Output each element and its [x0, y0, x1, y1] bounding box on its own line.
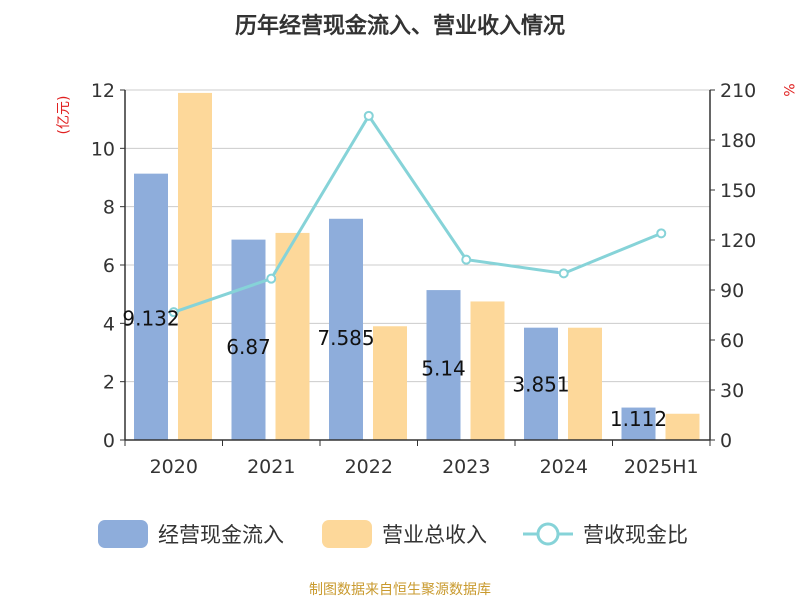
gridlines: [125, 89, 710, 383]
right-tick-label: 210: [720, 80, 756, 102]
left-axis-unit: (亿元): [56, 96, 72, 135]
right-tick-label: 180: [720, 130, 756, 152]
ratio-point: [168, 307, 179, 318]
right-tick-label: 30: [720, 380, 744, 402]
left-tick-label: 10: [91, 138, 115, 160]
ratio-point: [558, 268, 569, 279]
bar-revenue: [665, 413, 700, 440]
bar-cash-inflow: [329, 218, 363, 440]
left-tick-label: 6: [103, 255, 115, 277]
left-tick-label: 0: [103, 430, 115, 452]
data-label-cash-inflow: 3.851: [512, 373, 569, 397]
right-tick-label: 90: [720, 280, 744, 302]
axes: [120, 89, 715, 446]
bar-revenue: [373, 326, 407, 440]
ratio-point: [363, 110, 374, 121]
ratio-series-line: [173, 113, 662, 314]
right-axis-unit: %: [780, 83, 796, 96]
legend-label-ratio: 营收现金比: [583, 523, 688, 547]
right-tick-label: 120: [720, 230, 756, 252]
bar-revenue: [275, 232, 310, 440]
data-label-cash-inflow: 6.87: [226, 335, 271, 359]
legend-label-cash-inflow: 经营现金流入: [158, 523, 284, 547]
legend-marker-ratio: [536, 522, 560, 546]
x-tick-label: 2022: [345, 456, 393, 478]
source-note: 制图数据来自恒生聚源数据库: [309, 582, 491, 598]
bar-revenue: [178, 92, 212, 441]
data-label-cash-inflow: 7.585: [317, 326, 374, 350]
left-tick-label: 8: [103, 197, 115, 219]
data-label-cash-inflow: 5.14: [421, 357, 466, 381]
legend: 经营现金流入 营业总收入 营收现金比: [98, 520, 688, 548]
bar-cash-inflow: [426, 290, 461, 440]
ratio-point: [656, 228, 667, 239]
ratio-point: [461, 254, 472, 265]
left-tick-label: 2: [103, 372, 115, 394]
data-label-cash-inflow: 1.112: [610, 407, 667, 431]
x-tick-label: 2024: [540, 456, 588, 478]
x-tick-label: 2020: [150, 456, 198, 478]
legend-swatch-revenue: [322, 520, 372, 548]
bar-revenue: [470, 301, 505, 440]
bar-cash-inflow: [524, 327, 558, 440]
legend-label-revenue: 营业总收入: [382, 523, 487, 547]
data-labels: 9.132 6.87 7.585 5.14 3.851 1.112: [122, 306, 667, 431]
bar-revenue: [568, 327, 602, 440]
ratio-point: [266, 273, 277, 284]
legend-swatch-cash-inflow: [98, 520, 148, 548]
left-tick-label: 4: [103, 313, 115, 335]
bar-cash-inflow: [231, 239, 266, 440]
data-label-cash-inflow: 9.132: [122, 306, 179, 330]
right-tick-label: 150: [720, 180, 756, 202]
right-tick-label: 60: [720, 330, 744, 352]
chart-title: 历年经营现金流入、营业收入情况: [235, 13, 565, 39]
bar-cash-inflow: [621, 407, 656, 440]
x-tick-label: 2023: [442, 456, 490, 478]
x-tick-label: 2021: [247, 456, 295, 478]
x-tick-label: 2025H1: [624, 456, 699, 478]
left-tick-label: 12: [91, 80, 115, 102]
bar-cash-inflow: [134, 173, 168, 440]
bars: [134, 92, 700, 441]
ratio-line: [168, 110, 667, 318]
right-tick-label: 0: [720, 430, 732, 452]
